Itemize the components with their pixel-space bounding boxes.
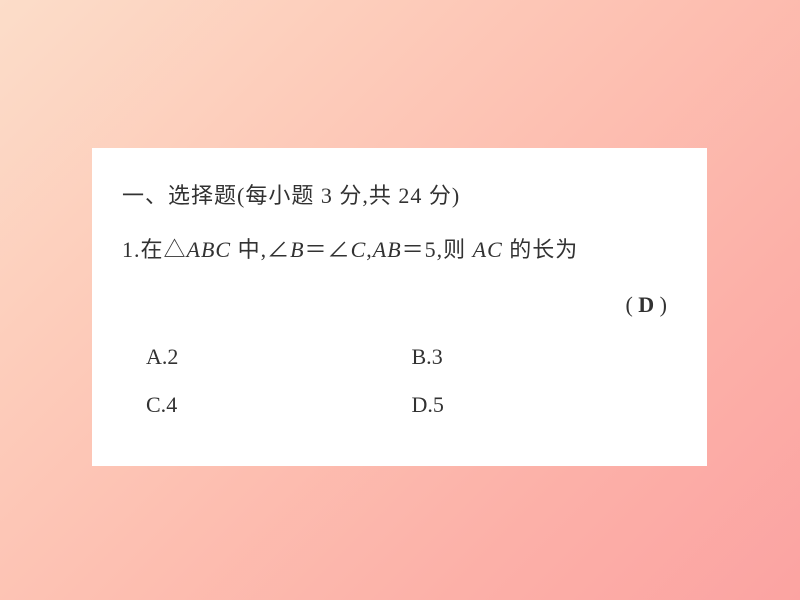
question-card: 一、选择题(每小题 3 分,共 24 分) 1.在△ABC 中,∠B＝∠C,AB… [92, 148, 707, 466]
q-eq: ＝∠ [305, 237, 351, 262]
angle-b: B [290, 237, 304, 262]
option-b-value: 3 [432, 344, 443, 369]
option-c[interactable]: C.4 [146, 392, 412, 418]
triangle-label: ABC [187, 237, 232, 262]
question-text: 1.在△ABC 中,∠B＝∠C,AB＝5,则 AC 的长为 [122, 232, 677, 264]
option-d[interactable]: D.5 [412, 392, 678, 418]
answer-indicator: ( D ) [122, 292, 677, 318]
q-mid1: 中,∠ [231, 237, 290, 262]
q-suffix: 的长为 [503, 237, 579, 262]
side-ac: AC [473, 237, 503, 262]
option-a-letter: A. [146, 344, 167, 369]
option-b[interactable]: B.3 [412, 344, 678, 370]
angle-c: C [351, 237, 367, 262]
answer-letter: D [638, 292, 654, 317]
question-number: 1. [122, 237, 141, 262]
option-a-value: 2 [167, 344, 178, 369]
option-d-value: 5 [433, 392, 444, 417]
q-eqval: ＝5,则 [402, 237, 473, 262]
paren-open: ( [625, 292, 638, 317]
option-b-letter: B. [412, 344, 432, 369]
side-ab: AB [373, 237, 402, 262]
option-c-letter: C. [146, 392, 166, 417]
paren-close: ) [654, 292, 667, 317]
option-d-letter: D. [412, 392, 433, 417]
option-c-value: 4 [166, 392, 177, 417]
option-a[interactable]: A.2 [146, 344, 412, 370]
options-container: A.2 B.3 C.4 D.5 [122, 344, 677, 440]
section-header: 一、选择题(每小题 3 分,共 24 分) [122, 178, 677, 210]
q-prefix: 在△ [141, 237, 187, 262]
